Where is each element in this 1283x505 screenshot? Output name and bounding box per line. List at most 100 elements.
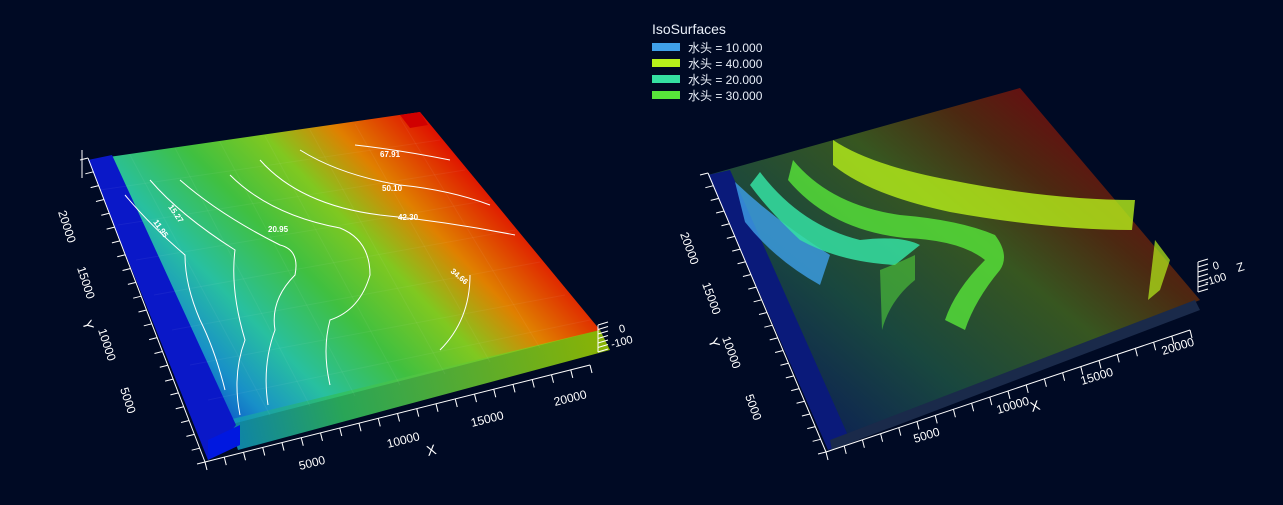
axis-tick <box>597 339 609 344</box>
volume-top <box>708 88 1200 450</box>
y-axis-label: Y <box>705 336 723 351</box>
axis-tick <box>243 452 246 461</box>
axis-tick <box>1197 273 1209 278</box>
y-tick-label: 20000 <box>677 230 702 266</box>
contour-lines <box>124 144 516 416</box>
axis-tick <box>705 185 714 189</box>
axis-tick <box>1007 390 1011 400</box>
axis-tick <box>989 396 993 406</box>
axis-tick <box>597 335 609 339</box>
axis-tick <box>758 312 768 315</box>
legend-swatch <box>652 59 680 67</box>
axis-tick <box>1197 268 1209 273</box>
z-tick-label: 0 <box>618 323 627 336</box>
contour-label-2: 50.10 <box>382 184 403 193</box>
axis-tick <box>916 421 920 430</box>
axis-tick <box>512 384 516 393</box>
isosurface-40 <box>833 140 1135 230</box>
axis-tick <box>191 447 200 451</box>
cell-grid <box>99 117 591 416</box>
x-tick-label: 20000 <box>552 387 588 409</box>
axis-tick <box>971 403 975 412</box>
axis-tick <box>801 413 811 417</box>
isosurface-40-edge <box>1148 240 1170 300</box>
axis-tick <box>1134 348 1138 357</box>
axis-tick <box>262 447 266 456</box>
axis-tick <box>812 438 821 442</box>
y-tick-label: 10000 <box>719 334 744 370</box>
right-red-wall <box>400 112 428 128</box>
axis-tick <box>769 337 778 341</box>
isosurface-30 <box>788 160 1004 330</box>
axis-tick <box>85 171 94 175</box>
axis-tick <box>339 427 343 437</box>
axis-tick <box>843 445 847 455</box>
axis-tick <box>898 427 902 436</box>
axis-tick <box>726 235 735 239</box>
axis-tick <box>101 212 110 216</box>
axes <box>79 150 609 471</box>
contour-label-1: 67.91 <box>380 150 401 159</box>
axis-tick <box>397 413 400 422</box>
legend-label: 水头 = 40.000 <box>688 56 763 71</box>
x-tick-label: 15000 <box>1079 365 1115 388</box>
axis-tick <box>122 268 131 272</box>
axis-tick <box>1025 384 1029 394</box>
x-tick-label: 5000 <box>297 453 327 473</box>
legend-items: 水头 = 10.000 水头 = 40.000 水头 = 20.000 水头 = 30… <box>652 39 762 103</box>
axis-tick <box>133 295 142 299</box>
axis-tick <box>597 344 609 348</box>
axis-tick <box>597 321 609 326</box>
axis-tick <box>1189 329 1193 339</box>
axis-tick <box>699 172 709 176</box>
left-wall <box>708 170 850 450</box>
axis-tick <box>1116 354 1120 363</box>
contour-label-3: 42.30 <box>398 213 419 222</box>
axis-tick <box>807 426 816 430</box>
axis-tick <box>180 420 190 424</box>
bottom-band <box>228 330 610 450</box>
axis-tick <box>149 337 158 341</box>
axis-tick <box>715 210 725 214</box>
x-axis-label: X <box>1028 397 1042 415</box>
isosurface-10 <box>735 182 830 285</box>
axis-tick <box>785 375 794 379</box>
axis-tick <box>1197 263 1209 268</box>
axis-tick <box>106 226 115 230</box>
legend-swatch <box>652 91 680 99</box>
axis-tick <box>551 374 554 383</box>
axis-tick <box>416 408 420 417</box>
y-axis-label: Y <box>79 318 97 332</box>
legend-label: 水头 = 20.000 <box>688 72 763 87</box>
axis-tick <box>143 323 152 327</box>
axis-tick <box>358 423 362 432</box>
axis-tick <box>597 348 609 353</box>
axis-tick <box>435 403 439 412</box>
axis-tick <box>791 388 800 392</box>
axis-tick <box>90 185 99 189</box>
axis-tick <box>474 393 477 403</box>
x-tick-label: 5000 <box>912 425 942 446</box>
axis-tick <box>764 324 773 328</box>
x-tick-label: 10000 <box>995 394 1031 417</box>
x-tick-label: 10000 <box>385 429 421 451</box>
legend-swatch <box>652 43 680 51</box>
isosurface-legend: IsoSurfaces 水头 = 10.000 水头 = 40.000 水头 = 2… <box>652 21 762 103</box>
legend-item: 水头 = 40.000 <box>652 55 762 71</box>
contour-label-5: 20.95 <box>268 225 289 234</box>
axis-tick <box>1080 366 1084 375</box>
axis-tick <box>170 392 179 396</box>
axis-tick <box>753 299 762 303</box>
axis-tick <box>589 364 593 374</box>
axis-tick <box>223 457 227 466</box>
axis-tick <box>817 451 827 455</box>
axis-tick <box>175 406 184 410</box>
axes <box>699 172 1209 461</box>
axis-tick <box>300 437 304 446</box>
axis-tick <box>570 369 574 378</box>
axis-tick <box>934 415 938 424</box>
axis-tick <box>186 433 195 437</box>
legend-label: 水头 = 10.000 <box>688 40 763 55</box>
axis-tick <box>748 286 757 290</box>
